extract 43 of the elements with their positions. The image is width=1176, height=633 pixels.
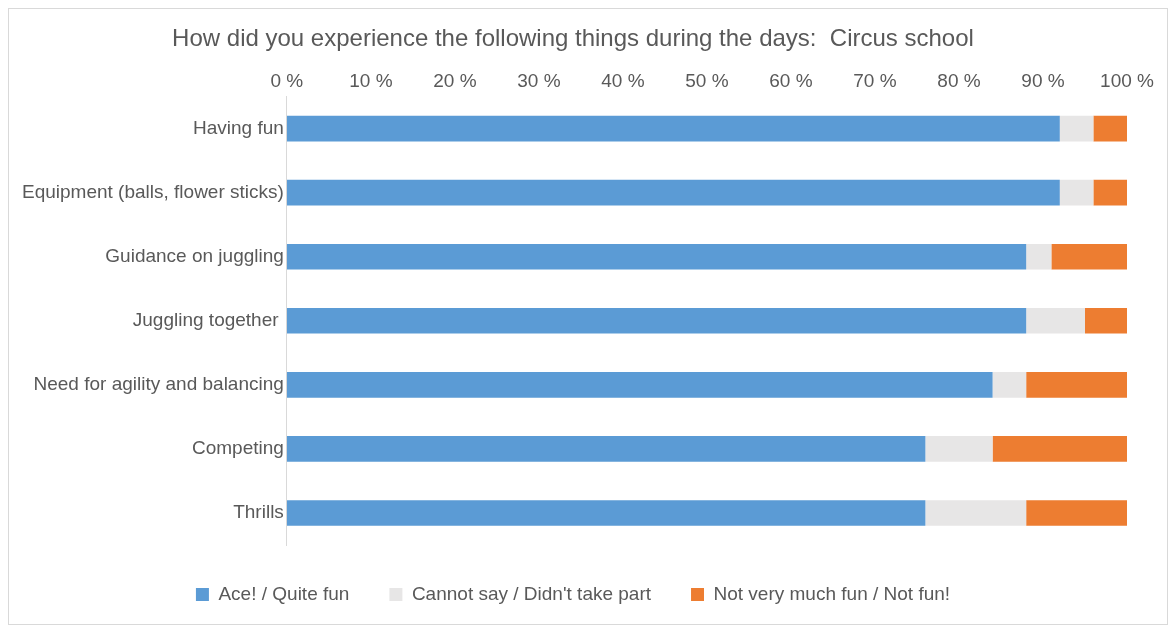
bar	[286, 500, 926, 526]
bar	[1051, 243, 1127, 270]
bar	[286, 307, 1027, 334]
bar	[1026, 307, 1085, 334]
x-tick-label: 100 %	[1100, 70, 1155, 92]
bar	[286, 179, 1060, 206]
bar	[1093, 179, 1127, 206]
x-tick-label: 70 %	[853, 70, 897, 92]
x-tick-label: 20 %	[433, 70, 477, 92]
legend-label: Cannot say / Didn't take part	[411, 582, 652, 604]
y-tick-label: Juggling together	[132, 309, 284, 331]
bar	[286, 243, 1027, 270]
bar	[925, 500, 1027, 526]
y-tick-label: Having fun	[193, 116, 284, 138]
bar	[1093, 115, 1127, 142]
legend-label: Not very much fun / Not fun!	[713, 582, 951, 604]
bar	[286, 115, 1060, 142]
bar	[1026, 372, 1127, 398]
x-tick-label: 40 %	[601, 70, 645, 92]
y-tick-label: Competing	[191, 437, 284, 459]
bar	[992, 436, 1127, 462]
x-tick-label: 30 %	[517, 70, 561, 92]
x-tick-label: 80 %	[937, 70, 981, 92]
x-tick-label: 60 %	[769, 70, 813, 92]
bar	[286, 372, 993, 398]
bar	[992, 372, 1027, 398]
y-tick-label: Thrills	[233, 501, 284, 523]
legend-label: Ace! / Quite fun	[218, 582, 350, 604]
y-tick-label: Equipment (balls, flower sticks)	[21, 180, 284, 202]
bar	[1059, 179, 1094, 206]
y-tick-label: Need for agility and balancing	[33, 373, 284, 395]
y-tick-label: Guidance on juggling	[105, 244, 284, 266]
bar	[1059, 115, 1094, 142]
bar	[925, 436, 993, 462]
x-tick-label: 0 %	[270, 70, 304, 92]
x-tick-label: 50 %	[685, 70, 729, 92]
bar	[286, 436, 926, 462]
bar	[1026, 243, 1052, 270]
bar	[1084, 307, 1127, 334]
chart-title: How did you experience the following things during the days: Circus school	[172, 24, 974, 52]
x-tick-label: 90 %	[1021, 70, 1065, 92]
bar	[1026, 500, 1127, 526]
x-tick-label: 10 %	[349, 70, 393, 92]
